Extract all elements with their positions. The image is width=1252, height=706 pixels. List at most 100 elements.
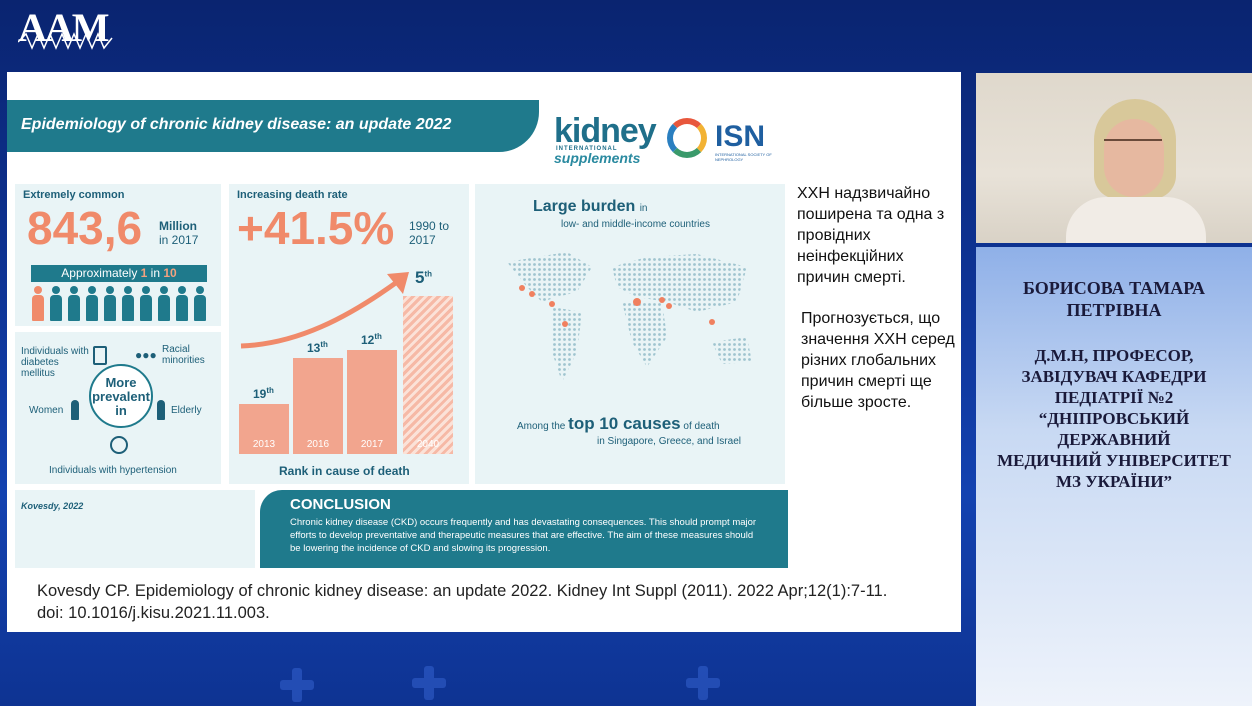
person-icon xyxy=(193,286,207,322)
top-countries: in Singapore, Greece, and Israel xyxy=(597,436,741,447)
isn-logo: ISN INTERNATIONAL SOCIETY OF NEPHROLOGY xyxy=(667,116,777,166)
bar-year-label: 2013 xyxy=(252,439,276,450)
approx-banner: Approximately 1 in 10 xyxy=(31,265,207,282)
ukr-paragraph-1: ХХН надзвичайно поширена та одна з прові… xyxy=(797,185,945,286)
conclusion-heading: CONCLUSION xyxy=(290,496,391,513)
ukrainian-notes: ХХН надзвичайно поширена та одна з прові… xyxy=(797,183,957,433)
rank-bar-2040: 2040 xyxy=(403,296,453,454)
approx-one: 1 xyxy=(140,266,148,280)
decorative-cross xyxy=(686,666,720,700)
speaker-title-line: ЗАВІДУВАЧ КАФЕДРИ xyxy=(1021,367,1207,386)
speaker-glasses xyxy=(1104,139,1162,151)
isn-ring-icon xyxy=(667,118,707,158)
common-unit-2: in 2017 xyxy=(159,233,199,247)
speaker-title-line: МЕДИЧНИЙ УНІВЕРСИТЕТ xyxy=(997,451,1231,470)
among-text: Among the xyxy=(517,421,566,432)
speaker-title-line: ПЕДІАТРІЇ №2 xyxy=(1054,388,1174,407)
bar-year-label: 2040 xyxy=(416,439,440,450)
bar-rank-label: 13th xyxy=(307,340,328,355)
conclusion-text: Chronic kidney disease (CKD) occurs freq… xyxy=(290,517,757,554)
speaker-title-line: “ДНІПРОВСЬКИЙ xyxy=(1038,409,1190,428)
source-reference: Kovesdy CP. Epidemiology of chronic kidn… xyxy=(37,582,888,622)
circle-line-2: prevalent xyxy=(92,389,150,404)
isn-logo-sub: INTERNATIONAL SOCIETY OF NEPHROLOGY xyxy=(715,152,772,162)
burden-subtitle: low- and middle-income countries xyxy=(561,219,710,230)
more-prevalent-circle: More prevalent in xyxy=(89,364,153,428)
approx-ten: 10 xyxy=(163,266,177,280)
presentation-slide: Epidemiology of chronic kidney disease: … xyxy=(7,72,961,632)
person-icon xyxy=(157,286,171,322)
slide-title-bar: Epidemiology of chronic kidney disease: … xyxy=(7,100,539,152)
burden-title: Large burden in xyxy=(533,198,647,216)
top-causes: Among the top 10 causes of death xyxy=(517,414,720,434)
risk-elderly: Elderly xyxy=(171,405,202,416)
aam-logo: AAM xyxy=(18,8,113,50)
speaker-title-line: ДЕРЖАВНИЙ xyxy=(1057,430,1171,449)
rank-bar-2017: 2017 xyxy=(347,350,397,454)
citation-box xyxy=(15,490,255,568)
decorative-cross xyxy=(412,666,446,700)
rank-bar-2016: 2016 xyxy=(293,358,343,454)
speaker-name-2: ПЕТРІВНА xyxy=(1066,300,1162,320)
death-period-2: 2017 xyxy=(409,233,436,247)
approx-pre: Approximately xyxy=(61,266,141,280)
ukr-paragraph-2: Прогнозується, що значення ХХН серед різ… xyxy=(801,310,955,411)
slide-title: Epidemiology of chronic kidney disease: … xyxy=(21,116,452,133)
kidney-supplements-logo: kidney INTERNATIONAL supplements xyxy=(554,112,657,166)
speaker-face xyxy=(1104,119,1164,197)
decorative-cross xyxy=(280,668,314,702)
common-unit-1: Million xyxy=(159,219,197,233)
glucose-meter-icon xyxy=(93,346,107,365)
kidney-logo-sub: INTERNATIONAL xyxy=(556,146,618,152)
speaker-title-line: МЗ УКРАЇНИ” xyxy=(1055,472,1173,491)
group-icon: ●●● xyxy=(135,348,157,362)
elderly-icon xyxy=(157,400,165,420)
common-number: 843,6 xyxy=(27,202,143,254)
approx-in: in xyxy=(147,266,164,280)
blood-pressure-icon xyxy=(110,436,128,454)
person-icon xyxy=(67,286,81,322)
speaker-name: БОРИСОВА ТАМАРА ПЕТРІВНА xyxy=(976,277,1252,321)
common-label: Extremely common xyxy=(23,189,125,201)
speaker-name-panel: БОРИСОВА ТАМАРА ПЕТРІВНА Д.М.Н, ПРОФЕСОР… xyxy=(976,247,1252,706)
death-period: 1990 to 2017 xyxy=(409,219,449,247)
bar-rank-label: 12th xyxy=(361,332,382,347)
speaker-title: Д.М.Н, ПРОФЕСОР, ЗАВІДУВАЧ КАФЕДРИ ПЕДІА… xyxy=(976,345,1252,492)
trend-arrow xyxy=(240,272,409,349)
risk-hypertension: Individuals with hypertension xyxy=(49,465,177,476)
person-icon xyxy=(175,286,189,322)
rank-axis-title: Rank in cause of death xyxy=(279,464,410,478)
bar-rank-label: 19th xyxy=(253,386,274,401)
risk-women: Women xyxy=(29,405,64,416)
isn-logo-text: ISN xyxy=(715,120,766,153)
burden-title-in: in xyxy=(639,203,648,214)
conclusion-box: CONCLUSION Chronic kidney disease (CKD) … xyxy=(260,490,788,568)
person-icon xyxy=(103,286,117,322)
risk-diabetes: Individuals with diabetes mellitus xyxy=(21,346,89,379)
person-icon xyxy=(121,286,135,322)
common-unit: Million in 2017 xyxy=(159,219,198,247)
speaker-name-1: БОРИСОВА ТАМАРА xyxy=(1023,278,1205,298)
risk-racial: Racial minorities xyxy=(162,344,205,366)
circle-line-1: More xyxy=(105,375,137,390)
person-icon xyxy=(139,286,153,322)
of-death-text: of death xyxy=(683,421,720,432)
person-icon xyxy=(85,286,99,322)
circle-line-3: in xyxy=(115,403,127,418)
kidney-logo-main: kidney xyxy=(554,112,657,150)
speaker-webcam xyxy=(976,73,1252,243)
speaker-body xyxy=(1066,197,1206,243)
kidney-logo-tag: supplements xyxy=(554,150,641,166)
person-icon xyxy=(31,286,45,322)
speaker-title-line: Д.М.Н, ПРОФЕСОР, xyxy=(1034,346,1194,365)
top-10-text: top 10 causes xyxy=(568,414,681,433)
world-map xyxy=(507,252,752,382)
death-number: +41.5% xyxy=(237,202,395,254)
death-label: Increasing death rate xyxy=(237,189,348,201)
woman-icon xyxy=(71,400,79,420)
burden-title-text: Large burden xyxy=(533,198,636,215)
citation-small: Kovesdy, 2022 xyxy=(21,501,84,511)
person-icon xyxy=(49,286,63,322)
bar-year-label: 2016 xyxy=(306,439,330,450)
death-period-1: 1990 to xyxy=(409,219,450,233)
